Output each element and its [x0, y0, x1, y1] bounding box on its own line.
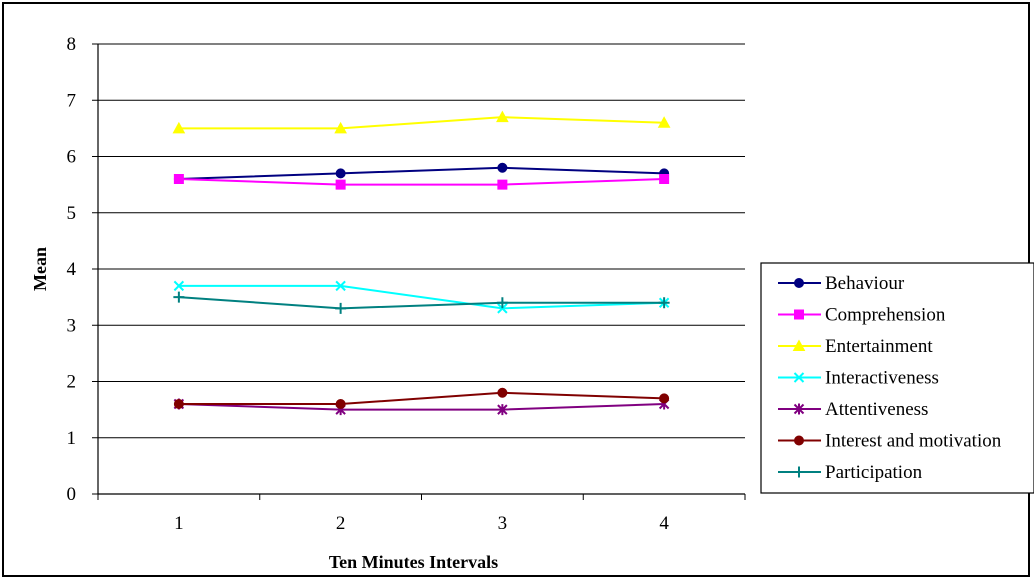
- y-axis-title: Mean: [30, 247, 50, 291]
- legend-marker-entertainment: [792, 339, 806, 351]
- data-point-comprehension: [335, 179, 346, 190]
- y-tick-label: 4: [67, 259, 77, 280]
- legend-marker-attentiveness: [793, 403, 805, 415]
- series-lines: [172, 110, 671, 416]
- y-tick-label: 3: [67, 315, 77, 336]
- legend-label: Entertainment: [825, 336, 933, 357]
- legend-label: Attentiveness: [825, 399, 928, 420]
- data-point-comprehension: [659, 174, 670, 184]
- data-point-attentiveness: [497, 404, 508, 416]
- y-tick-label: 8: [67, 34, 77, 55]
- series-entertainment: [172, 110, 671, 134]
- legend-item-participation: Participation: [778, 462, 923, 483]
- legend-marker-interest-and-motivation: [794, 435, 804, 446]
- series-interest-and-motivation: [173, 387, 670, 409]
- data-point-interest-and-motivation: [335, 399, 346, 409]
- data-point-participation: [658, 297, 670, 309]
- data-point-participation: [173, 291, 185, 303]
- legend-label: Participation: [825, 462, 923, 483]
- data-point-participation: [496, 297, 508, 309]
- legend-item-interest-and-motivation: Interest and motivation: [778, 431, 1002, 452]
- legend: Behaviour Comprehension Entertainment Inter…: [760, 262, 1034, 494]
- series-comprehension: [173, 174, 670, 190]
- x-tick-label: 2: [336, 513, 346, 534]
- legend-item-attentiveness: Attentiveness: [778, 399, 928, 420]
- legend-marker-behaviour: [794, 278, 804, 288]
- legend-label: Behaviour: [825, 273, 905, 294]
- series-line-participation: [178, 296, 665, 310]
- x-axis-title: Ten Minutes Intervals: [329, 552, 498, 572]
- data-point-interactiveness: [173, 280, 185, 292]
- data-point-interest-and-motivation: [173, 399, 184, 409]
- data-point-entertainment: [334, 121, 347, 134]
- data-point-comprehension: [497, 179, 508, 190]
- x-tick-label: 4: [659, 513, 669, 534]
- series-line-entertainment: [178, 116, 665, 130]
- y-tick-label: 0: [67, 484, 77, 505]
- data-point-comprehension: [173, 174, 184, 184]
- legend-item-interactiveness: Interactiveness: [778, 368, 939, 389]
- data-point-entertainment: [657, 116, 671, 128]
- series-line-attentiveness: [178, 403, 665, 411]
- series-line-behaviour: [178, 166, 665, 180]
- y-tick-label: 7: [67, 90, 77, 111]
- data-point-interest-and-motivation: [497, 387, 508, 398]
- data-point-entertainment: [172, 121, 186, 134]
- legend-marker-participation: [793, 466, 805, 478]
- legend-item-comprehension: Comprehension: [778, 305, 946, 326]
- y-tick-label: 1: [67, 428, 77, 449]
- data-point-entertainment: [496, 110, 509, 123]
- legend-item-behaviour: Behaviour: [778, 273, 905, 294]
- legend-label: Interest and motivation: [825, 431, 1002, 452]
- data-point-interactiveness: [335, 280, 346, 292]
- data-point-participation: [335, 302, 347, 314]
- series-line-comprehension: [178, 178, 665, 186]
- series-interactiveness: [173, 280, 670, 314]
- y-tick-label: 5: [67, 203, 77, 224]
- x-tick-label: 3: [498, 513, 508, 534]
- series-attentiveness: [173, 398, 670, 416]
- legend-marker-interactiveness: [793, 372, 805, 383]
- data-point-behaviour: [497, 162, 508, 173]
- series-line-interest-and-motivation: [178, 391, 665, 405]
- axes: 0 1 2 3 4 5 6 7 8 1 2 3 4: [67, 34, 746, 534]
- y-tick-label: 2: [67, 372, 77, 393]
- y-tick-label: 6: [67, 147, 77, 168]
- data-point-interest-and-motivation: [659, 393, 670, 404]
- legend-label: Interactiveness: [825, 368, 939, 389]
- x-tick-label: 1: [174, 513, 184, 534]
- data-point-behaviour: [335, 168, 346, 179]
- legend-label: Comprehension: [825, 305, 946, 326]
- series-participation: [173, 291, 670, 314]
- legend-marker-comprehension: [794, 309, 804, 320]
- series-line-interactiveness: [178, 284, 665, 310]
- legend-item-entertainment: Entertainment: [778, 336, 933, 357]
- data-point-interactiveness: [497, 303, 508, 314]
- gridlines: [98, 43, 745, 439]
